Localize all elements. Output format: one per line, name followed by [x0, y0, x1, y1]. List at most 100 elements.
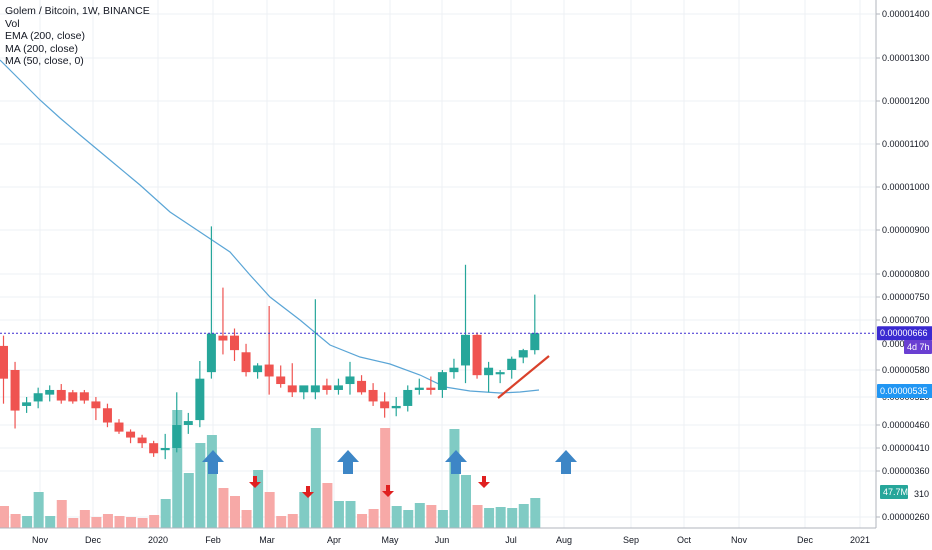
volume-bar [414, 503, 425, 528]
volume-bar [345, 501, 356, 528]
candle-body[interactable] [472, 334, 482, 376]
candle-body[interactable] [264, 364, 274, 377]
volume-bar [472, 505, 483, 528]
price-tick-label: 0.00000580 [882, 365, 930, 375]
candle-body[interactable] [126, 431, 136, 438]
candle-body[interactable] [414, 387, 424, 390]
volume-tag: 47.7M [883, 487, 908, 497]
candle-body[interactable] [206, 333, 216, 373]
candle-body[interactable] [299, 385, 309, 393]
volume-bar [91, 517, 102, 528]
volume-bar [10, 514, 21, 528]
volume-bar [310, 428, 321, 528]
volume-bar [68, 518, 79, 528]
volume-bar [183, 473, 194, 528]
candle-body[interactable] [403, 389, 413, 406]
candle-body[interactable] [79, 392, 89, 401]
candle-body[interactable] [449, 367, 459, 373]
candle-body[interactable] [518, 350, 528, 358]
candle-body[interactable] [68, 392, 78, 402]
legend-ma50[interactable]: MA (50, close, 0) [5, 55, 84, 67]
candle-body[interactable] [287, 385, 297, 393]
legend-ma200[interactable]: MA (200, close) [5, 42, 78, 55]
candle-body[interactable] [530, 333, 540, 351]
candle-body[interactable] [218, 335, 228, 341]
candle-body[interactable] [0, 345, 8, 379]
price-tick-label: 0.00000260 [882, 512, 930, 522]
candle-body[interactable] [241, 352, 251, 373]
volume-bar [195, 443, 206, 528]
price-axis-panel [876, 0, 932, 550]
chart-legend: Golem / Bitcoin, 1W, BINANCE Vol EMA (20… [5, 5, 150, 68]
candle-body[interactable] [253, 365, 263, 373]
price-tick-label: 0.00001200 [882, 96, 930, 106]
candle-body[interactable] [495, 372, 505, 375]
price-tick-label: 0.00000800 [882, 269, 930, 279]
volume-tag-bg [880, 485, 908, 499]
legend-title[interactable]: Golem / Bitcoin, 1W, BINANCE [5, 5, 150, 17]
candle-body[interactable] [45, 389, 55, 395]
candle-body[interactable] [195, 378, 205, 421]
candle-body[interactable] [322, 385, 332, 390]
volume-bar [276, 516, 287, 528]
price-tick-label: 0.00000900 [882, 225, 930, 235]
volume-bar [149, 515, 160, 528]
time-tick-label: 2020 [148, 535, 168, 545]
down-arrow-annotation [249, 476, 261, 488]
candle-body[interactable] [507, 358, 517, 370]
candle-body[interactable] [276, 376, 286, 385]
volume-bar [403, 510, 414, 528]
up-arrow-annotation [555, 450, 577, 474]
legend-vol[interactable]: Vol [5, 17, 20, 30]
candle-body[interactable] [149, 443, 159, 454]
volume-bar [299, 492, 310, 528]
candle-body[interactable] [56, 389, 66, 401]
ema-value-tag: 0.00000535 [880, 386, 928, 396]
candle-body[interactable] [437, 372, 447, 390]
time-tick-label: May [381, 535, 399, 545]
volume-bar [391, 506, 402, 528]
volume-bar [241, 510, 252, 528]
candle-body[interactable] [91, 401, 101, 409]
candle-body[interactable] [137, 437, 147, 444]
candle-body[interactable] [391, 405, 401, 409]
candle-body[interactable] [368, 389, 378, 402]
countdown-tag-bg [904, 340, 932, 354]
volume-bar [264, 492, 275, 528]
volume-bar [33, 492, 44, 528]
volume-bar [22, 516, 33, 528]
down-arrow-annotation [478, 476, 490, 488]
last-price-tag-bg [877, 326, 932, 341]
candle-body[interactable] [33, 393, 43, 402]
time-tick-label: Mar [259, 535, 275, 545]
candle-body[interactable] [114, 422, 124, 432]
candle-body[interactable] [357, 380, 367, 393]
candle-body[interactable] [333, 385, 343, 390]
candle-body[interactable] [380, 401, 390, 409]
volume-bar [437, 510, 448, 528]
time-tick-label: Jun [435, 535, 450, 545]
candle-body[interactable] [230, 335, 239, 351]
volume-bar [0, 506, 9, 528]
up-arrow-annotation [337, 450, 359, 474]
candle-body[interactable] [345, 376, 355, 385]
volume-bar [380, 428, 391, 528]
candle-body[interactable] [484, 367, 494, 376]
volume-bar [218, 488, 229, 528]
time-tick-label: Dec [797, 535, 814, 545]
candle-body[interactable] [183, 421, 193, 425]
volume-bar [507, 508, 518, 528]
candle-body[interactable] [310, 385, 320, 393]
legend-ema[interactable]: EMA (200, close) [5, 30, 85, 42]
down-arrow-annotation [382, 485, 394, 497]
candle-body[interactable] [160, 448, 170, 451]
candle-body[interactable] [461, 334, 470, 366]
candle-body[interactable] [22, 402, 32, 406]
candle-body[interactable] [172, 425, 182, 448]
candle-body[interactable] [426, 387, 436, 390]
candle-body[interactable] [102, 408, 112, 423]
price-tick-label: 0.00000360 [882, 466, 930, 476]
price-tick-label: 0.00000750 [882, 292, 930, 302]
candle-body[interactable] [10, 370, 20, 411]
